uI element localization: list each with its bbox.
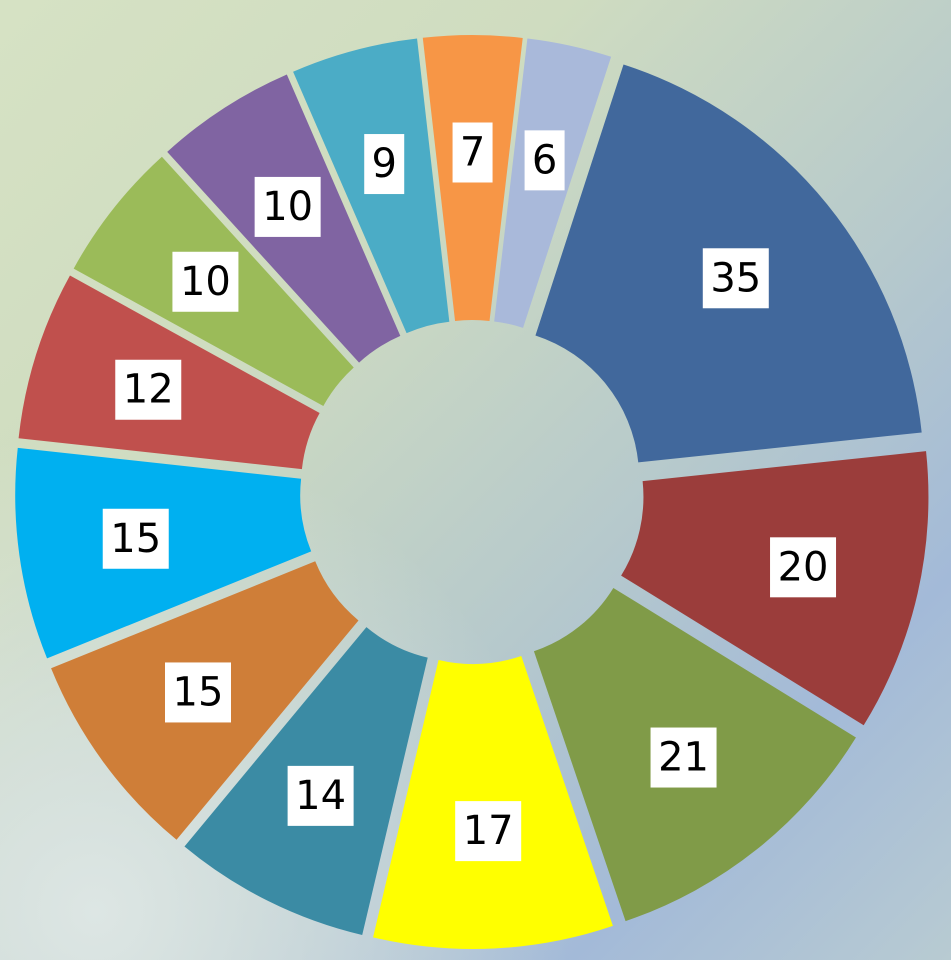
label-box (254, 176, 321, 237)
label-box (452, 122, 493, 183)
label-box (650, 727, 717, 788)
data-label: 6 (532, 137, 557, 183)
label-box (287, 765, 354, 826)
data-label: 7 (460, 130, 485, 176)
label-box (172, 251, 239, 312)
label-box (164, 662, 231, 723)
data-label: 17 (463, 808, 514, 854)
data-label: 12 (123, 367, 174, 413)
data-label: 10 (180, 259, 231, 305)
data-label: 14 (295, 773, 346, 819)
label-box (455, 801, 522, 862)
label-box (702, 248, 769, 309)
label-box (524, 130, 565, 191)
data-label: 35 (710, 255, 761, 301)
labels: 35 20 21 17 14 15 15 12 10 10 9 7 6 (102, 122, 837, 862)
data-label: 15 (110, 516, 161, 562)
data-label: 10 (262, 184, 313, 230)
label-box (770, 537, 837, 598)
data-label: 20 (778, 544, 829, 590)
data-label: 21 (658, 735, 709, 781)
label-box (102, 508, 169, 569)
data-label: 9 (371, 141, 396, 187)
label-box (115, 359, 182, 420)
data-label: 15 (173, 669, 224, 715)
label-box (364, 134, 405, 195)
